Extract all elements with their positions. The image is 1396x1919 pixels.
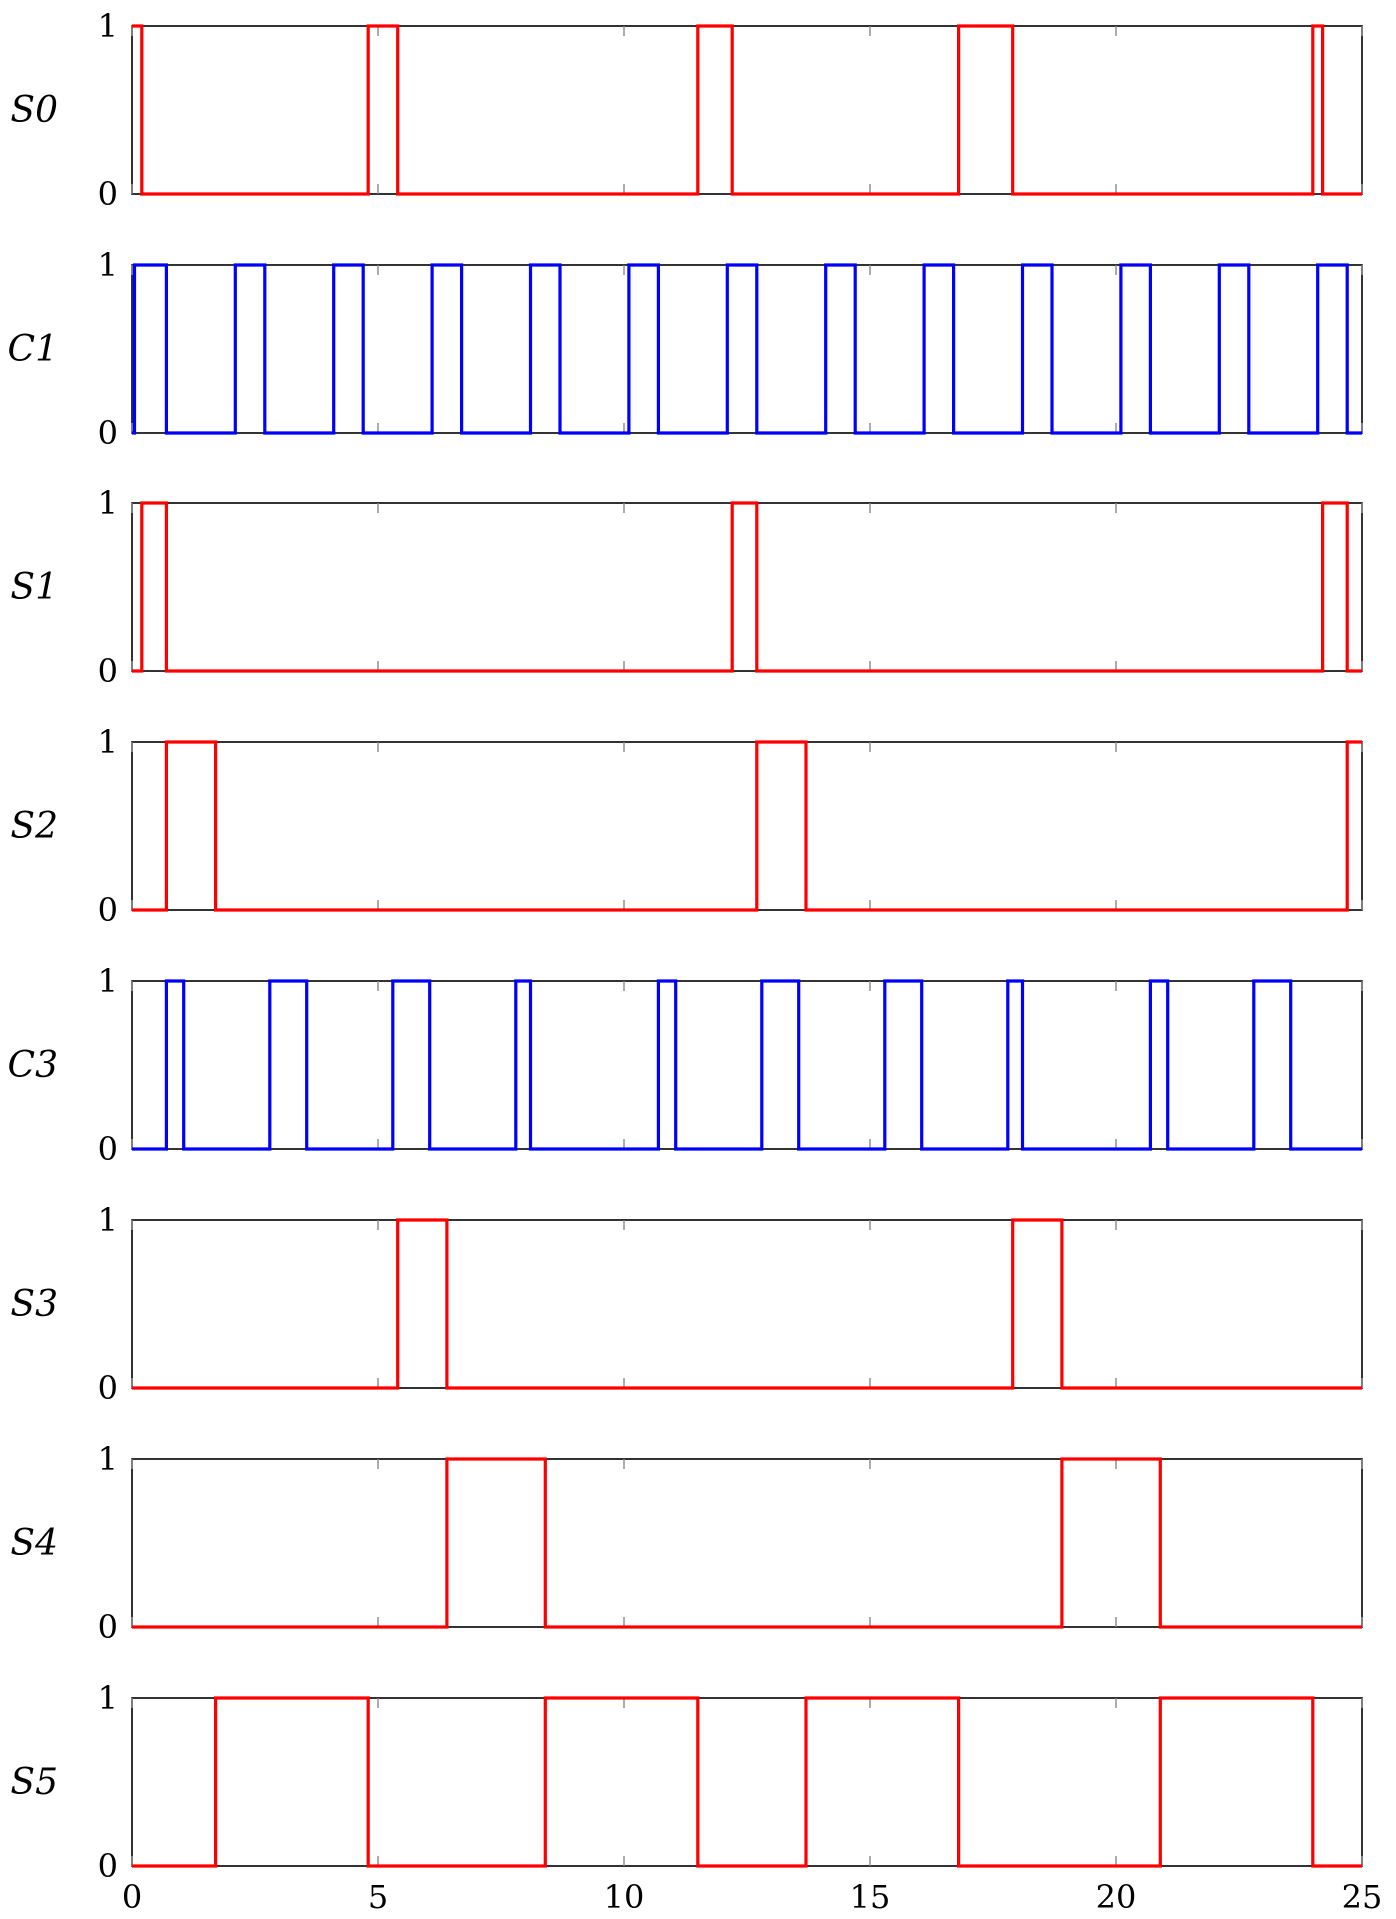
panel-frame-s3 [131, 1219, 1363, 1389]
signal-line-c3 [132, 979, 1362, 1151]
y-tick-label-s5-1: 1 [98, 1679, 118, 1717]
panel-ylabel-c3: C3 [8, 1045, 58, 1086]
y-tick-label-c3-1: 1 [98, 962, 118, 1000]
panel-ylabel-s5: S5 [10, 1762, 58, 1803]
panel-ylabel-s0: S0 [10, 90, 58, 131]
panel-ylabel-s4: S4 [10, 1523, 58, 1564]
y-tick-label-s3-1: 1 [98, 1201, 118, 1239]
y-tick-label-s3-0: 0 [98, 1369, 118, 1407]
y-tick-label-s5-0: 0 [98, 1847, 118, 1885]
y-tick-label-s4-1: 1 [98, 1440, 118, 1478]
signal-line-s1 [132, 501, 1362, 673]
panel-ylabel-c1: C1 [8, 329, 58, 370]
panel-frame-c1 [131, 264, 1363, 434]
panel-ylabel-s2: S2 [10, 806, 58, 847]
x-tick-label-2: 10 [604, 1878, 645, 1916]
panel-ylabel-s1: S1 [10, 567, 58, 608]
panel-frame-c3 [131, 980, 1363, 1150]
panel-frame-s1 [131, 502, 1363, 672]
panel-ylabel-s3: S3 [10, 1284, 58, 1325]
y-tick-label-s1-0: 0 [98, 652, 118, 690]
signal-line-s4 [132, 1457, 1362, 1629]
y-tick-label-c1-0: 0 [98, 414, 118, 452]
panel-frame-s0 [131, 25, 1363, 195]
y-tick-label-s1-1: 1 [98, 484, 118, 522]
signal-line-s0 [132, 24, 1362, 196]
x-tick-label-0: 0 [122, 1878, 142, 1916]
signal-line-s5 [132, 1696, 1362, 1868]
x-tick-label-5: 25 [1342, 1878, 1383, 1916]
y-tick-label-s2-1: 1 [98, 723, 118, 761]
y-tick-label-s2-0: 0 [98, 891, 118, 929]
y-tick-label-c1-1: 1 [98, 246, 118, 284]
panel-frame-s2 [131, 741, 1363, 911]
y-tick-label-s0-0: 0 [98, 175, 118, 213]
y-tick-label-c3-0: 0 [98, 1130, 118, 1168]
x-tick-label-3: 15 [850, 1878, 891, 1916]
y-tick-label-s0-1: 1 [98, 7, 118, 45]
panel-frame-s5 [131, 1697, 1363, 1867]
signal-line-c1 [132, 263, 1362, 435]
panel-frame-s4 [131, 1458, 1363, 1628]
x-tick-label-1: 5 [368, 1878, 388, 1916]
signal-line-s2 [132, 740, 1362, 912]
signal-line-s3 [132, 1218, 1362, 1390]
x-tick-label-4: 20 [1096, 1878, 1137, 1916]
y-tick-label-s4-0: 0 [98, 1608, 118, 1646]
